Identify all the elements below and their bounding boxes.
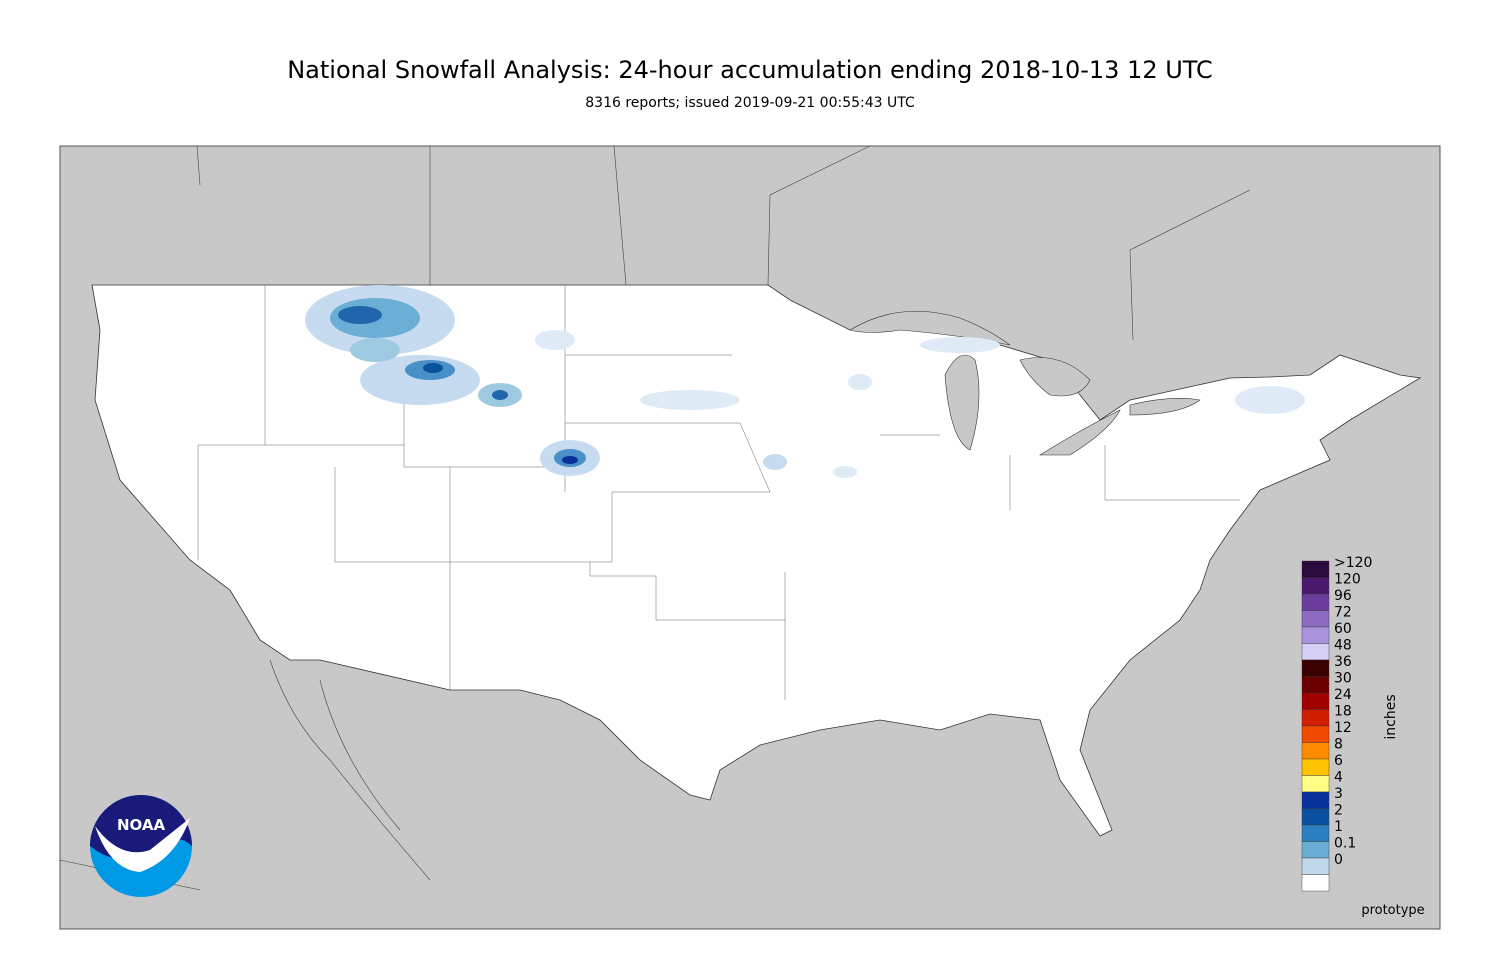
title: National Snowfall Analysis: 24-hour accu… xyxy=(287,56,1213,84)
map xyxy=(59,145,1441,930)
legend-swatch xyxy=(1301,659,1330,677)
legend-swatch xyxy=(1301,709,1330,727)
legend-swatch xyxy=(1301,758,1330,776)
us-land xyxy=(91,284,1422,837)
legend-swatch xyxy=(1301,791,1330,809)
legend-swatch xyxy=(1301,808,1330,826)
legend-swatch xyxy=(1301,692,1330,710)
legend-label: 0.1 xyxy=(1334,836,1356,852)
legend-label: 12 xyxy=(1334,720,1352,736)
legend-label: 2 xyxy=(1334,803,1343,819)
subtitle: 8316 reports; issued 2019-09-21 00:55:43… xyxy=(585,95,915,111)
legend-swatch xyxy=(1301,643,1330,661)
legend-label: 8 xyxy=(1334,737,1343,753)
legend-label: 60 xyxy=(1334,621,1352,637)
legend-label: 6 xyxy=(1334,753,1343,769)
state-lines xyxy=(197,285,1240,700)
legend-label: 18 xyxy=(1334,704,1352,720)
legend-label: 4 xyxy=(1334,770,1343,786)
snow-areas xyxy=(305,285,1305,478)
noaa-logo: NOAA xyxy=(90,795,192,897)
legend-swatch xyxy=(1301,610,1330,628)
legend-label: 96 xyxy=(1334,588,1352,604)
legend-swatch xyxy=(1301,725,1330,743)
legend-swatch xyxy=(1301,676,1330,694)
legend-label: 48 xyxy=(1334,638,1352,654)
legend-label: 24 xyxy=(1334,687,1352,703)
legend-label: 36 xyxy=(1334,654,1352,670)
legend-swatch xyxy=(1301,775,1330,793)
legend-label: 120 xyxy=(1334,572,1361,588)
footer-note: prototype xyxy=(1361,903,1424,918)
legend-swatch xyxy=(1301,857,1330,875)
logo-text: NOAA xyxy=(117,816,166,834)
legend-swatch xyxy=(1301,560,1330,578)
legend-label: 30 xyxy=(1334,671,1352,687)
great-lakes xyxy=(849,310,1201,456)
legend-swatch xyxy=(1301,626,1330,644)
legend-label: 72 xyxy=(1334,605,1352,621)
legend-swatch-base xyxy=(1301,874,1330,892)
legend-swatch xyxy=(1301,841,1330,859)
legend-unit: inches xyxy=(1383,694,1399,739)
legend-label: >120 xyxy=(1334,555,1372,571)
legend-label: 3 xyxy=(1334,786,1343,802)
legend-swatch xyxy=(1301,577,1330,595)
legend-label: 0 xyxy=(1334,852,1343,868)
legend-swatch xyxy=(1301,824,1330,842)
legend-label: 1 xyxy=(1334,819,1343,835)
legend-swatch xyxy=(1301,742,1330,760)
legend-swatch xyxy=(1301,593,1330,611)
